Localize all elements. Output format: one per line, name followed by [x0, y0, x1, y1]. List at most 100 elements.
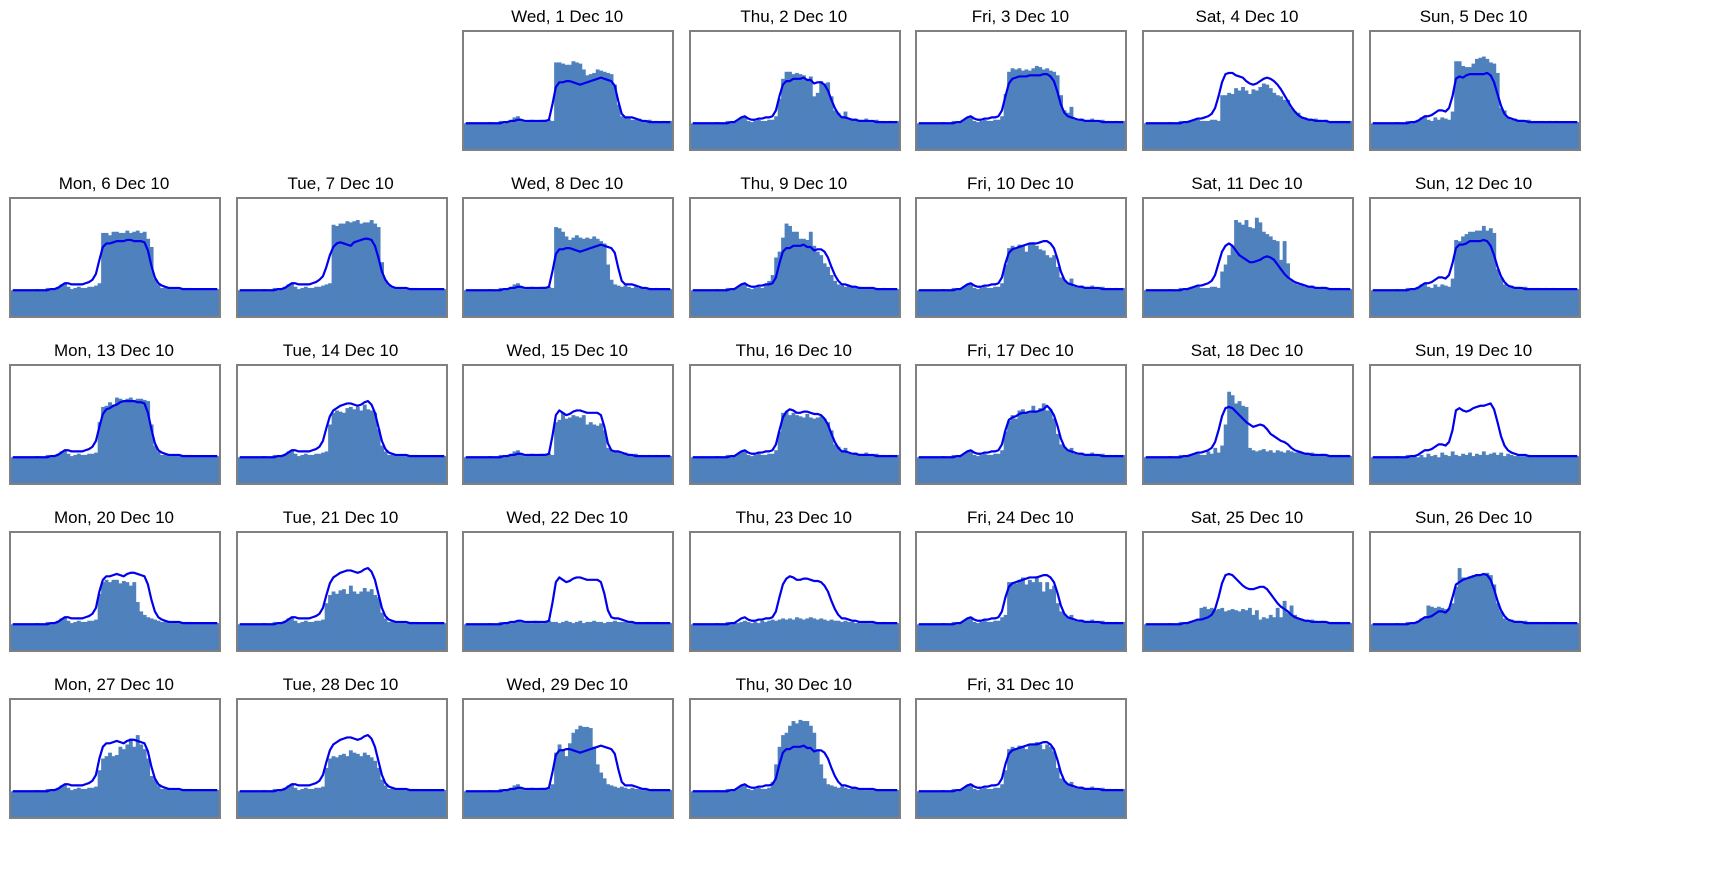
usage-bar — [1223, 95, 1228, 149]
usage-bar — [1209, 119, 1214, 149]
usage-bar — [156, 620, 161, 650]
usage-bar — [358, 223, 363, 316]
usage-bar — [135, 602, 140, 650]
usage-bar — [87, 787, 92, 817]
usage-bar — [1038, 249, 1043, 316]
usage-bar — [881, 287, 886, 316]
usage-bar — [557, 228, 562, 316]
usage-bar — [303, 286, 308, 316]
usage-bar — [787, 415, 792, 483]
usage-bar — [180, 621, 185, 650]
usage-bar — [969, 617, 974, 650]
usage-bar — [808, 617, 813, 650]
usage-bar — [94, 452, 99, 483]
usage-bar — [198, 790, 203, 817]
usage-bar — [1157, 290, 1162, 316]
usage-bar — [718, 457, 723, 483]
usage-bar — [934, 123, 939, 149]
usage-bar — [1502, 456, 1507, 483]
usage-bar — [801, 238, 806, 316]
usage-bar — [519, 621, 524, 650]
average-line — [12, 738, 218, 793]
usage-bar — [1526, 119, 1531, 149]
usage-bar — [1439, 284, 1444, 316]
usage-bar — [1028, 70, 1033, 149]
usage-bar — [777, 98, 782, 149]
usage-bar — [1042, 403, 1047, 483]
usage-bar — [348, 750, 353, 817]
average-line — [239, 566, 444, 626]
usage-bar — [341, 589, 346, 650]
usage-bar — [289, 617, 294, 650]
usage-bar — [1450, 111, 1455, 149]
usage-bar — [1168, 122, 1173, 149]
usage-bar — [1069, 614, 1074, 650]
usage-bar — [962, 119, 967, 149]
usage-bar — [1412, 289, 1417, 316]
usage-bar — [1498, 277, 1503, 316]
usage-bar — [746, 788, 751, 817]
usage-bar — [369, 589, 374, 650]
usage-bar — [1268, 236, 1273, 316]
usage-bar — [891, 456, 896, 483]
average-line — [1372, 238, 1577, 292]
usage-bar — [345, 408, 349, 483]
usage-bar — [1209, 607, 1214, 650]
usage-bar — [564, 64, 569, 149]
usage-bar — [17, 791, 22, 817]
usage-bar — [1561, 122, 1566, 149]
usage-bar — [376, 429, 381, 483]
usage-bar — [1042, 591, 1047, 650]
usage-bar — [1189, 287, 1193, 316]
usage-bar — [1199, 120, 1204, 149]
usage-bar — [1474, 230, 1479, 316]
usage-bar — [602, 623, 607, 650]
usage-bar — [609, 621, 614, 650]
usage-bar — [592, 424, 597, 483]
usage-bar — [516, 784, 521, 817]
usage-bar — [1422, 617, 1427, 650]
usage-bar — [948, 457, 953, 483]
usage-bar — [815, 92, 820, 149]
usage-bar — [421, 623, 426, 650]
usage-bar — [1150, 457, 1155, 483]
usage-bar — [1380, 624, 1385, 650]
usage-bar — [735, 787, 740, 817]
usage-bar — [1154, 290, 1159, 316]
usage-bar — [1090, 452, 1095, 483]
usage-bar — [846, 621, 851, 650]
usage-bar — [1526, 621, 1531, 650]
usage-bar — [945, 290, 949, 316]
usage-bar — [163, 286, 168, 316]
usage-bar — [163, 620, 168, 650]
usage-bar — [718, 123, 723, 149]
usage-bar — [983, 119, 988, 149]
usage-bar — [63, 784, 67, 817]
usage-bar — [35, 790, 40, 817]
usage-bar — [571, 732, 576, 817]
usage-bar — [634, 119, 638, 149]
usage-bar — [770, 453, 775, 483]
usage-bar — [1083, 787, 1088, 817]
usage-bar — [464, 123, 469, 149]
usage-bar — [495, 624, 500, 650]
usage-bar — [708, 290, 712, 316]
usage-bar — [523, 456, 527, 483]
usage-bar — [812, 418, 816, 483]
usage-bar — [509, 453, 514, 483]
usage-bar — [1241, 405, 1245, 483]
usage-bar — [647, 621, 652, 650]
usage-bar — [1196, 286, 1200, 316]
usage-bar — [665, 456, 670, 483]
usage-bar — [561, 621, 566, 650]
usage-bar — [481, 123, 486, 149]
usage-bar — [83, 287, 88, 316]
usage-bar — [438, 456, 443, 483]
usage-bar — [258, 624, 263, 650]
usage-bar — [1317, 621, 1322, 650]
usage-bar — [324, 603, 329, 650]
usage-bar — [1213, 286, 1218, 316]
usage-bar — [201, 289, 206, 316]
usage-bar — [606, 72, 611, 149]
usage-bar — [773, 764, 778, 817]
